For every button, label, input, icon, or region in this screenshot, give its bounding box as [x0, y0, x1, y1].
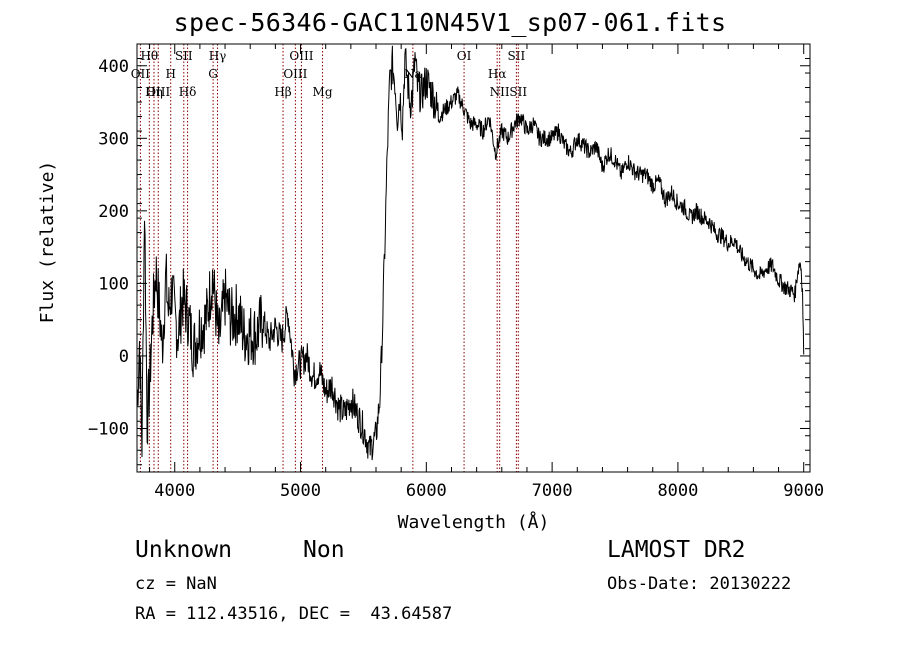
y-tick-label-3: 200: [98, 202, 129, 222]
spectrum-series-layer: [136, 45, 805, 461]
line-label-15: Hα: [488, 67, 507, 81]
axis-ticks: 4000 5000 6000 7000 8000 9000 −100 0 100 200 300 40…: [88, 44, 824, 501]
y-tick-label-2: 100: [98, 274, 129, 294]
y-tick-label-1: 0: [119, 347, 129, 367]
object-class: Unknown: [135, 537, 232, 563]
line-label-10: OIII: [283, 67, 307, 81]
x-tick-label-2: 6000: [406, 481, 447, 501]
y-tick-label-5: 400: [98, 57, 129, 77]
line-label-18: SII: [509, 85, 527, 99]
line-label-3: Hη: [145, 85, 163, 99]
line-label-14: OI: [457, 49, 472, 63]
y-tick-label-4: 300: [98, 129, 129, 149]
x-tick-label-0: 4000: [154, 481, 195, 501]
survey-name: LAMOST DR2: [607, 537, 746, 563]
line-label-17: SII: [508, 49, 526, 63]
x-tick-label-1: 5000: [280, 481, 321, 501]
y-tick-label-0: −100: [88, 419, 129, 439]
coordinates: RA = 112.43516, DEC = 43.64587: [135, 604, 453, 624]
line-label-7: Hγ: [209, 49, 227, 63]
x-tick-label-4: 8000: [657, 481, 698, 501]
chart-title: spec-56346-GAC110N45V1_sp07-061.fits: [173, 8, 727, 37]
line-label-2: OIII: [146, 85, 170, 99]
plot-frame: [136, 43, 811, 473]
object-subclass: Non: [303, 537, 345, 563]
line-label-11: Hβ: [274, 85, 291, 99]
line-label-6: Hδ: [179, 85, 197, 99]
x-axis-label: Wavelength (Å): [398, 511, 550, 533]
line-label-16: NII: [490, 85, 510, 99]
line-label-4: SII: [175, 49, 193, 63]
x-tick-label-3: 7000: [532, 481, 573, 501]
y-axis-label: Flux (relative): [37, 161, 58, 324]
line-label-9: OIII: [289, 49, 313, 63]
line-label-1: OII: [131, 67, 151, 81]
line-label-0: Hθ: [140, 49, 158, 63]
spectrum-line-0: [136, 45, 805, 461]
line-label-8: G: [208, 67, 218, 81]
redshift-value: cz = NaN: [135, 574, 217, 594]
line-label-12: Mg: [313, 85, 333, 99]
line-label-5: H: [165, 67, 175, 81]
x-tick-label-5: 9000: [783, 481, 824, 501]
observation-date: Obs-Date: 20130222: [607, 574, 792, 594]
